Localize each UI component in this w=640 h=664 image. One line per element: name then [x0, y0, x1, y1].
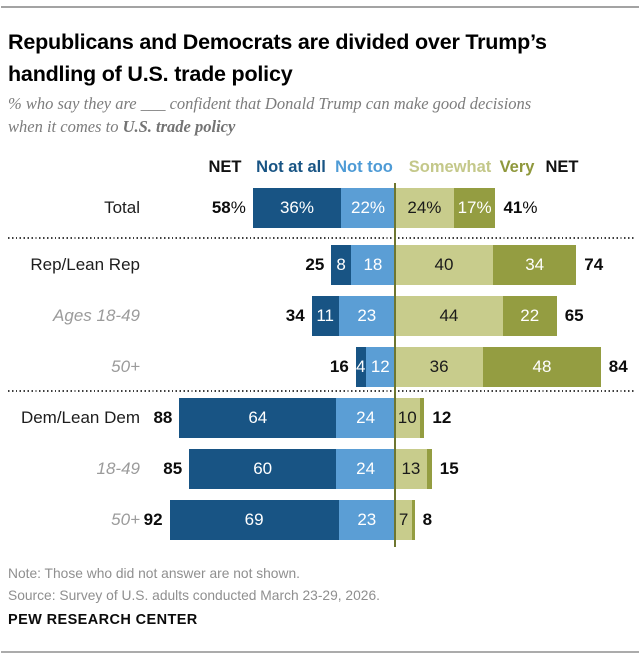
net-right-value: 74 [584, 255, 604, 274]
row-label: Ages 18-49 [53, 306, 140, 325]
row-label: Rep/Lean Rep [30, 255, 140, 274]
bar-segment-not_at_all: 60 [189, 449, 337, 489]
net-left-value: 85 [163, 459, 183, 478]
chart-row-18-49: 18-49 85 60 24 13 15 [0, 449, 640, 489]
legend-not-too-2: Not too [335, 158, 393, 176]
bar-segment-somewhat: 24% [395, 188, 454, 228]
row-label: Total [104, 198, 140, 217]
net-right-value: 15 [439, 459, 459, 478]
chart-source: Source: Survey of U.S. adults conducted … [8, 588, 380, 603]
bar-segment-very [412, 500, 415, 540]
row-label: 50+ [111, 510, 140, 529]
bar-segment-not_at_all: 36% [252, 188, 342, 228]
legend-somewhat-3: Somewhat [408, 158, 492, 176]
brand-pew-research-center: PEW RESEARCH CENTER [8, 612, 198, 628]
chart-row-rep-lean-rep: Rep/Lean Rep 25 8 18 40 34 74 [0, 245, 640, 285]
row-label: Dem/Lean Dem [20, 408, 140, 427]
top-rule [1, 6, 639, 8]
bar-segment-very [426, 449, 432, 489]
axis-divider-line [394, 183, 396, 547]
bar-segment-very [419, 398, 425, 438]
net-left-value: 92 [143, 510, 163, 529]
diverging-stacked-bar-chart: NET Not at all Not too Somewhat Very NET Total… [0, 155, 640, 557]
bar-segment-not_too: 12 [365, 347, 395, 387]
bar-segment-not_too: 23 [338, 296, 395, 336]
bar-segment-not_at_all: 8 [331, 245, 351, 285]
bar-segment-somewhat: 40 [395, 245, 493, 285]
chart-note: Note: Those who did not answer are not s… [8, 566, 300, 581]
net-left-value: 16 [329, 357, 349, 376]
legend-net-0: NET [208, 158, 242, 176]
bar-segment-not_too: 23 [338, 500, 395, 540]
net-left-value: 34 [285, 306, 305, 325]
bar-segment-very: 34 [493, 245, 577, 285]
net-right-value: 41% [503, 198, 538, 217]
group-separator [8, 237, 635, 239]
bottom-rule [1, 651, 639, 653]
bar-segment-somewhat: 10 [395, 398, 420, 438]
chart-row-50: 50+ 16 4 12 36 48 84 [0, 347, 640, 387]
net-left-value: 25 [305, 255, 325, 274]
chart-row-ages-18-49: Ages 18-49 34 11 23 44 22 65 [0, 296, 640, 336]
title-line-1: Republicans and Democrats are divided ov… [8, 30, 547, 54]
bar-segment-very: 22 [502, 296, 557, 336]
chart-subtitle: % who say they are ___ confident that Do… [8, 92, 633, 138]
bar-segment-not_at_all: 4 [355, 347, 366, 387]
bar-segment-not_too: 24 [336, 449, 395, 489]
bar-segment-somewhat: 13 [395, 449, 427, 489]
net-right-value: 84 [608, 357, 628, 376]
bar-segment-not_at_all: 64 [179, 398, 337, 438]
bar-segment-somewhat: 36 [395, 347, 484, 387]
subtitle-line-2: when it comes to [8, 117, 123, 136]
subtitle-bold-topic: U.S. trade policy [122, 117, 236, 136]
group-separator [8, 390, 635, 392]
net-right-value: 8 [422, 510, 433, 529]
page-title: Republicans and Democrats are divided ov… [8, 26, 547, 90]
bar-segment-not_too: 24 [336, 398, 395, 438]
bar-segment-somewhat: 44 [395, 296, 503, 336]
net-right-value: 12 [432, 408, 452, 427]
legend-very-4: Very [499, 158, 535, 176]
chart-row-total: Total 58% 36% 22% 24% 17% 41% [0, 188, 640, 228]
bar-segment-not_at_all: 69 [169, 500, 339, 540]
title-line-2: handling of U.S. trade policy [8, 62, 293, 86]
net-left-value: 88 [153, 408, 173, 427]
bar-segment-not_too: 22% [341, 188, 395, 228]
bar-segment-very: 48 [483, 347, 601, 387]
net-right-value: 65 [564, 306, 584, 325]
legend-net-5: NET [545, 158, 579, 176]
legend-not-at-all-1: Not at all [256, 158, 326, 176]
bar-segment-not_too: 18 [350, 245, 395, 285]
bar-segment-very: 17% [453, 188, 496, 228]
chart-row-50: 50+ 92 69 23 7 8 [0, 500, 640, 540]
bar-segment-somewhat: 7 [395, 500, 413, 540]
row-label: 18-49 [96, 459, 140, 478]
bar-segment-not_at_all: 11 [311, 296, 339, 336]
subtitle-line-1: % who say they are ___ confident that Do… [8, 94, 532, 113]
row-label: 50+ [111, 357, 140, 376]
net-left-value: 58% [211, 198, 246, 217]
chart-row-dem-lean-dem: Dem/Lean Dem 88 64 24 10 12 [0, 398, 640, 438]
